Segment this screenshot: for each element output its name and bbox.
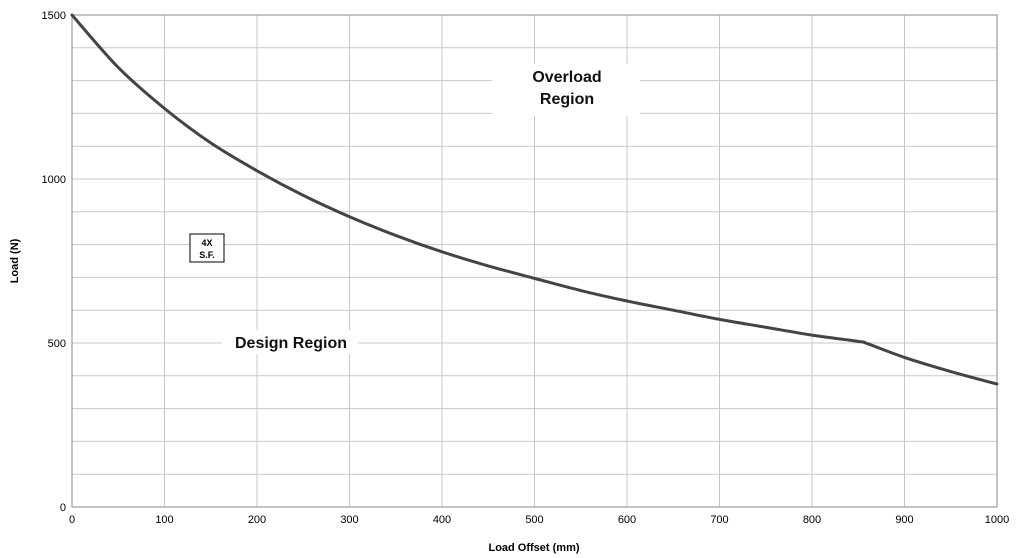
design-region-label-bg bbox=[222, 330, 358, 354]
tick-labels: 0 100 200 300 400 500 600 700 800 900 1000 0 500 1000… bbox=[42, 10, 1010, 526]
load-curve-line bbox=[70, 13, 999, 386]
safety-factor-label-line1: 4X bbox=[201, 238, 212, 248]
x-tick-label: 400 bbox=[433, 514, 451, 526]
x-tick-label: 100 bbox=[155, 514, 173, 526]
safety-factor-label-line2: S.F. bbox=[199, 250, 215, 260]
y-tick-label: 1500 bbox=[42, 10, 66, 22]
x-axis-title: Load Offset (mm) bbox=[488, 542, 579, 554]
design-region-label: Design Region bbox=[235, 335, 347, 352]
plot-frame bbox=[71, 14, 998, 508]
x-tick-label: 800 bbox=[803, 514, 821, 526]
x-tick-label: 0 bbox=[69, 514, 75, 526]
overload-region-label-line1: Overload bbox=[532, 69, 601, 86]
x-tick-label: 700 bbox=[710, 514, 728, 526]
y-tick-label: 500 bbox=[48, 338, 66, 350]
safety-factor-box bbox=[189, 233, 225, 263]
overload-region-label-line2: Region bbox=[540, 91, 594, 108]
y-tick-label: 0 bbox=[60, 502, 66, 514]
y-tick-label: 1000 bbox=[42, 174, 66, 186]
x-tick-label: 600 bbox=[618, 514, 636, 526]
x-tick-label: 200 bbox=[248, 514, 266, 526]
x-tick-label: 1000 bbox=[985, 514, 1009, 526]
overload-region-label-bg bbox=[492, 64, 640, 116]
x-tick-label: 500 bbox=[525, 514, 543, 526]
y-axis-title: Load (N) bbox=[9, 238, 21, 283]
x-tick-label: 900 bbox=[895, 514, 913, 526]
x-tick-label: 300 bbox=[340, 514, 358, 526]
